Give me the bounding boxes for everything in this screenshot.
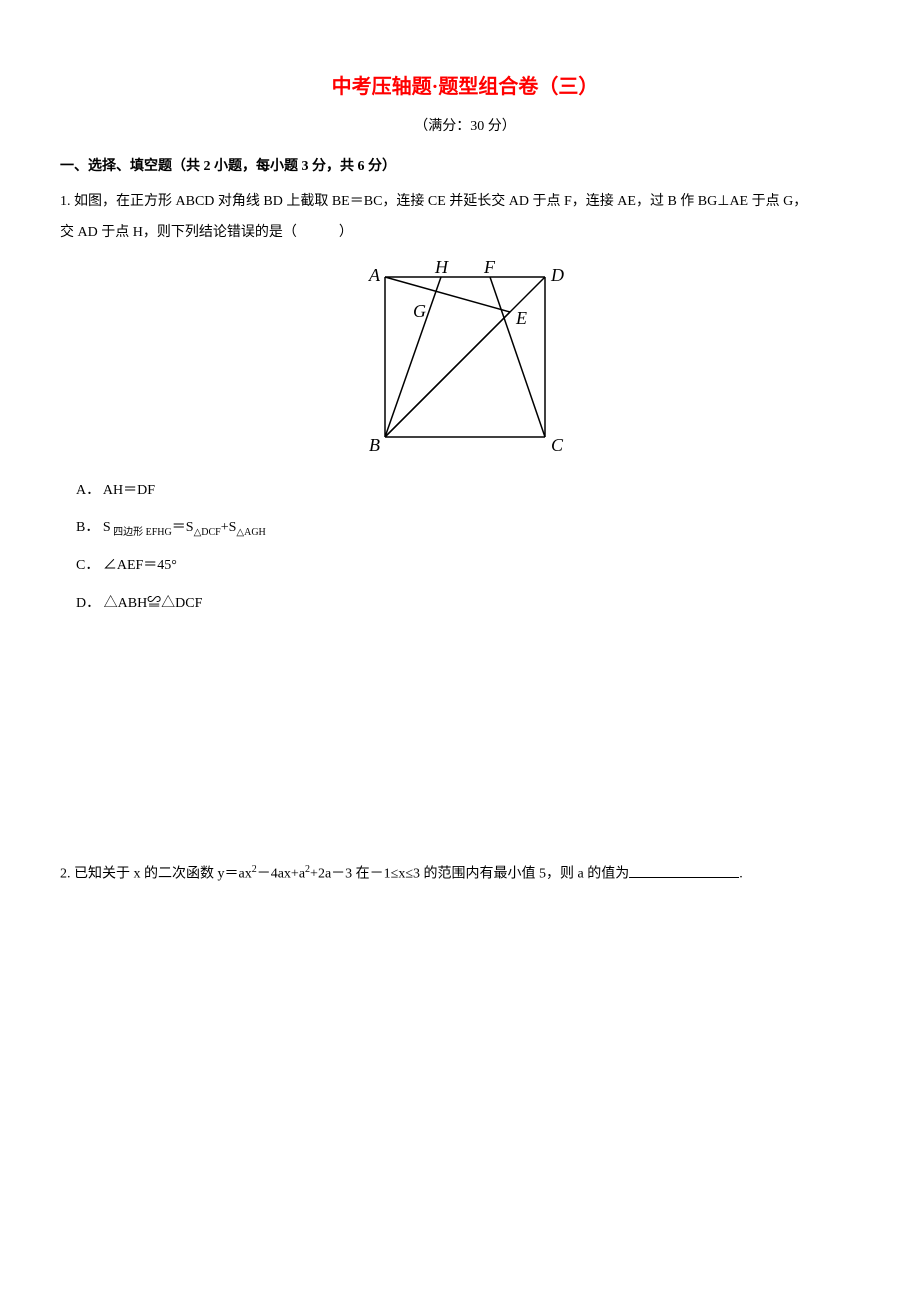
- q1-text-line2: 交 AD 于点 H，则下列结论错误的是（ ）: [60, 225, 353, 240]
- option-a: A． AH＝DF: [76, 474, 870, 508]
- option-a-prefix: A．: [76, 483, 100, 498]
- q2-mid1: －4ax+a: [257, 867, 305, 882]
- question-1: 1. 如图，在正方形 ABCD 对角线 BD 上截取 BE＝BC，连接 CE 并…: [60, 187, 870, 249]
- option-a-text: AH＝DF: [103, 483, 155, 498]
- option-d: D． △ABH≌△DCF: [76, 587, 870, 621]
- page: 中考压轴题·题型组合卷（三） （满分：30 分） 一、选择、填空题（共 2 小题…: [0, 0, 920, 939]
- doc-subtitle: （满分：30 分）: [60, 115, 870, 135]
- svg-text:H: H: [434, 257, 449, 277]
- option-c: C． ∠AEF＝45°: [76, 549, 870, 583]
- q1-figure: A D B C H F G E: [60, 257, 870, 462]
- option-b-sub2: △DCF: [194, 527, 221, 538]
- question-2: 2. 已知关于 x 的二次函数 y＝ax2－4ax+a2+2a－3 在－1≤x≤…: [60, 860, 870, 889]
- option-b-sub1: 四边形 EFHG: [111, 527, 172, 538]
- svg-text:E: E: [515, 308, 527, 328]
- q2-mid2: +2a－3 在－1≤x≤3 的范围内有最小值 5，则 a 的值为: [310, 867, 629, 882]
- q1-options: A． AH＝DF B． S 四边形 EFHG＝S△DCF+S△AGH C． ∠A…: [60, 474, 870, 621]
- svg-text:B: B: [369, 435, 380, 455]
- option-b: B． S 四边形 EFHG＝S△DCF+S△AGH: [76, 511, 870, 545]
- svg-text:C: C: [551, 435, 564, 455]
- doc-title: 中考压轴题·题型组合卷（三）: [60, 70, 870, 99]
- option-d-prefix: D．: [76, 596, 100, 611]
- q1-number: 1.: [60, 194, 71, 209]
- svg-text:A: A: [368, 265, 381, 285]
- option-b-eq: ＝S: [172, 520, 194, 535]
- svg-text:F: F: [483, 257, 496, 277]
- svg-text:G: G: [413, 301, 426, 321]
- q2-tail: .: [739, 867, 743, 882]
- geometry-figure: A D B C H F G E: [355, 257, 575, 457]
- q1-text-line1: 如图，在正方形 ABCD 对角线 BD 上截取 BE＝BC，连接 CE 并延长交…: [74, 194, 807, 209]
- option-b-sub3: △AGH: [236, 527, 265, 538]
- option-d-text: △ABH≌△DCF: [104, 596, 203, 611]
- q2-pre: 已知关于 x 的二次函数 y＝ax: [74, 867, 252, 882]
- q2-number: 2.: [60, 867, 71, 882]
- answer-blank: [629, 864, 739, 878]
- option-c-text: ∠AEF＝45°: [103, 558, 177, 573]
- option-c-prefix: C．: [76, 558, 99, 573]
- option-b-prefix: B．: [76, 520, 99, 535]
- option-b-S1: S: [103, 520, 111, 535]
- svg-text:D: D: [550, 265, 564, 285]
- option-b-plus: +S: [221, 520, 237, 535]
- section-heading: 一、选择、填空题（共 2 小题，每小题 3 分，共 6 分）: [60, 155, 870, 175]
